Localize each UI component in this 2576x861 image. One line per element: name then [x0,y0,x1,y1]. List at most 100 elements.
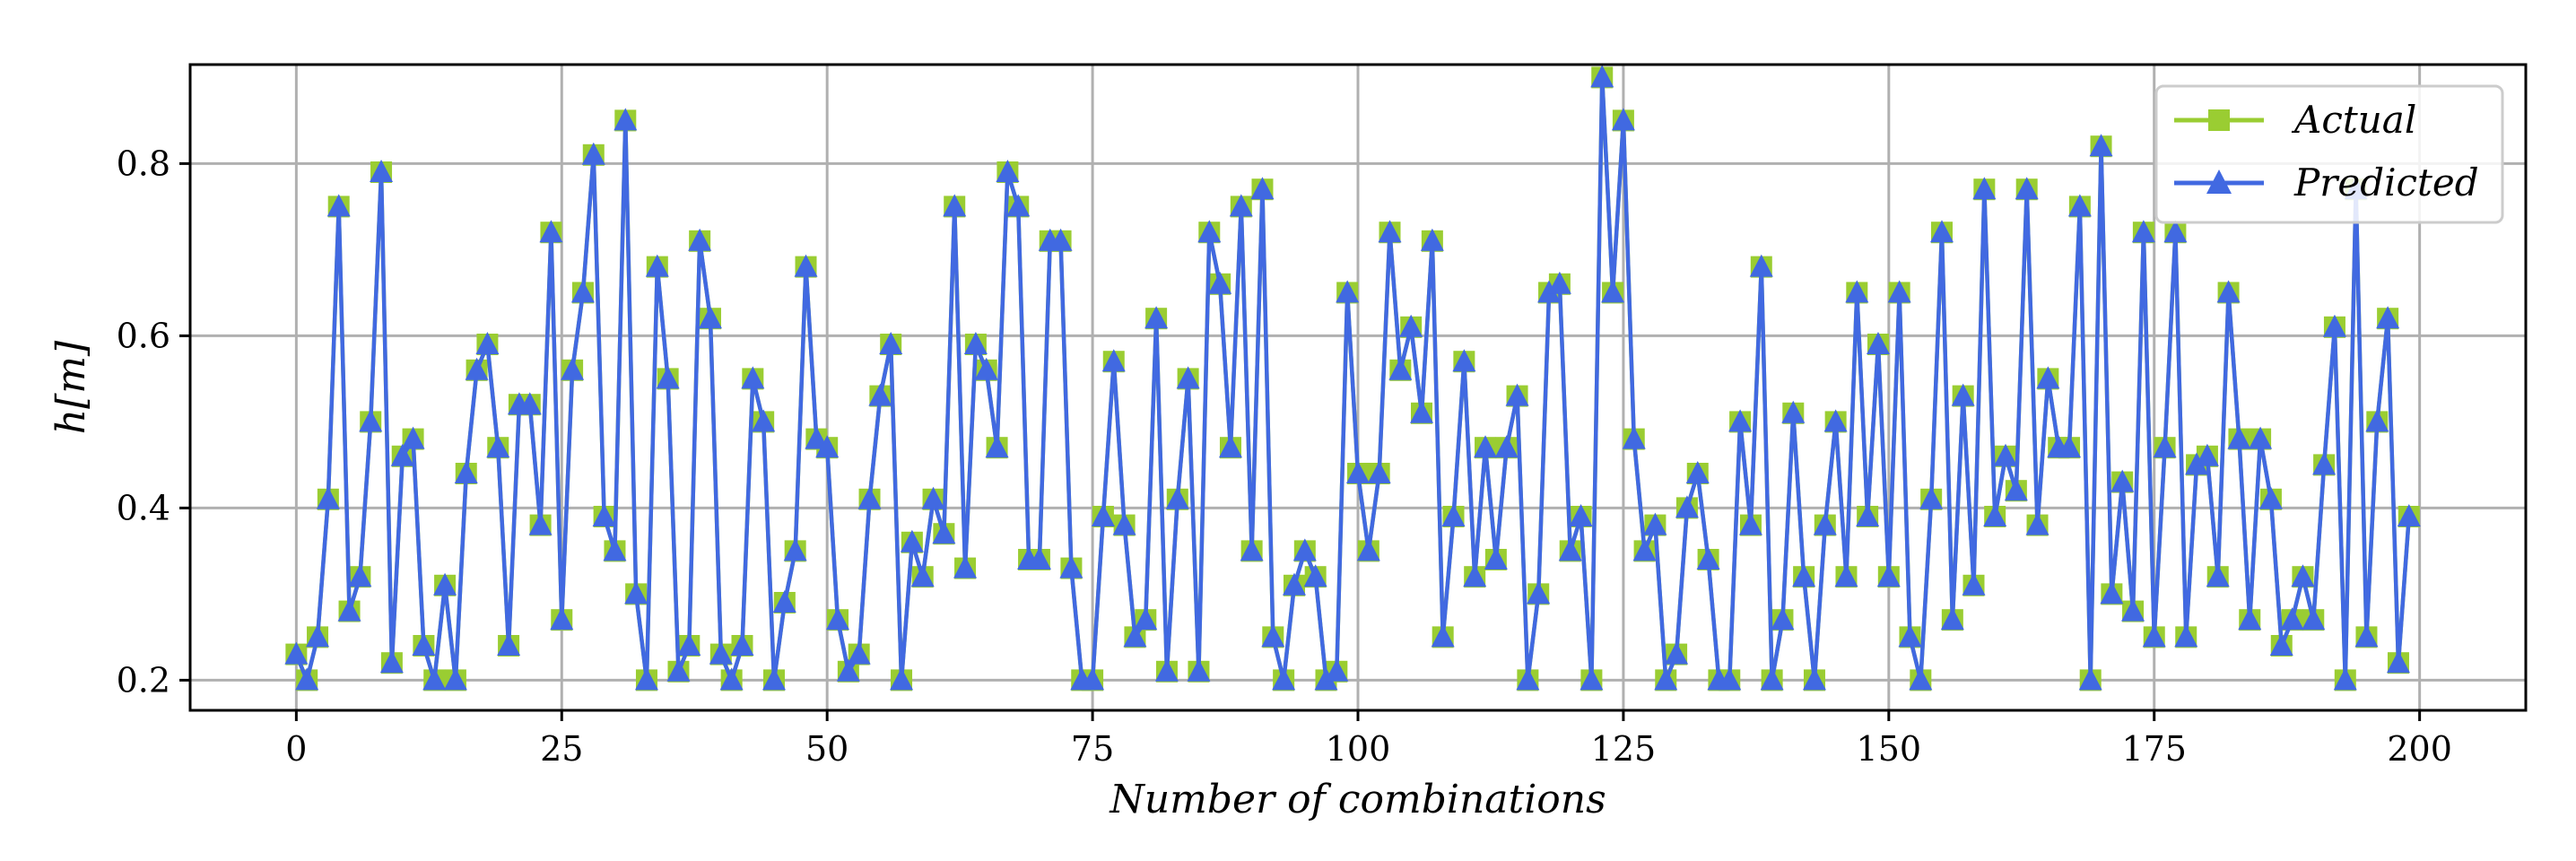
predicted-point [2078,667,2102,691]
predicted-point [2269,633,2293,656]
predicted-point [1399,314,1423,337]
predicted-point [1643,512,1667,535]
legend-predicted-label: Predicted [2293,161,2479,204]
predicted-point [762,667,786,691]
predicted-point [1134,607,1158,631]
predicted-point [2397,504,2421,526]
predicted-point [688,228,712,251]
predicted-point [2322,314,2346,337]
predicted-point [1367,461,1391,483]
predicted-point [1887,280,1911,303]
predicted-point [1218,435,1242,458]
predicted-point [1537,280,1562,303]
predicted-point [603,538,627,561]
predicted-point [316,486,340,509]
predicted-point [295,667,319,691]
predicted-point [634,667,658,691]
predicted-point [2365,409,2389,432]
predicted-point [985,435,1009,458]
predicted-point [1749,254,1773,277]
predicted-point [1420,228,1444,251]
predicted-point [1516,667,1540,691]
predicted-point [698,306,722,329]
predicted-point [412,633,436,656]
predicted-point [1601,280,1625,303]
predicted-point [2058,435,2082,458]
predicted-point [1760,667,1784,691]
predicted-point [2238,607,2262,631]
predicted-point [1431,624,1455,648]
predicted-point [1813,512,1837,535]
predicted-point [1866,332,1890,354]
predicted-point [741,366,765,389]
predicted-point [963,332,988,354]
predicted-point [1006,194,1031,217]
predicted-point [550,607,574,631]
predicted-point [730,633,754,656]
series-layer [284,65,2421,691]
predicted-point [1632,538,1657,561]
predicted-point [1728,409,1753,432]
predicted-point [1123,624,1147,648]
predicted-point [836,658,860,682]
predicted-point [486,435,510,458]
predicted-point [1558,538,1582,561]
predicted-point [1919,486,1944,509]
predicted-point [1994,443,2018,466]
predicted-point [561,357,585,380]
predicted-point [1580,667,1604,691]
predicted-point [422,667,447,691]
predicted-point [1303,564,1327,587]
predicted-point [1176,366,1200,389]
predicted-point [1441,504,1466,526]
predicted-point [1718,667,1742,691]
predicted-point [645,254,669,277]
predicted-point [900,529,924,552]
predicted-point [326,194,351,217]
predicted-point [1930,220,1954,243]
predicted-point [1261,624,1285,648]
predicted-point [1154,658,1179,682]
predicted-point [390,443,414,466]
predicted-point [1282,572,1306,596]
predicted-point [815,435,840,458]
predicted-point [996,160,1020,182]
predicted-point [1250,177,1275,200]
predicted-point [1112,512,1136,535]
predicted-point [454,461,478,483]
predicted-point [2089,134,2113,157]
predicted-point [2163,220,2188,243]
predicted-point [1091,504,1115,526]
predicted-point [847,641,871,665]
predicted-point [1101,349,1126,372]
predicted-point [2333,667,2357,691]
predicted-point [581,142,605,165]
predicted-point [1314,667,1338,691]
x-tick-label: 25 [540,729,583,769]
x-tick-label: 50 [805,729,849,769]
predicted-point [1336,280,1360,303]
predicted-point [2386,650,2410,674]
y-tick-label: 0.6 [117,316,170,355]
predicted-point [1898,624,1922,648]
predicted-point [805,426,829,449]
predicted-point [497,633,521,656]
x-tick-label: 100 [1326,729,1391,769]
predicted-point [1972,177,1997,200]
predicted-point [1240,538,1264,561]
predicted-point [1665,641,1689,665]
predicted-point [475,332,500,354]
predicted-point [1197,220,1222,243]
predicted-point [921,486,945,509]
predicted-point [337,598,361,622]
predicted-point [719,667,744,691]
predicted-point [1505,383,1529,406]
predicted-point [1622,426,1646,449]
predicted-point [2100,581,2124,604]
predicted-point [857,486,882,509]
predicted-point [614,108,638,131]
predicted-point [910,564,935,587]
legend-actual-marker [2208,109,2230,131]
predicted-point [1834,564,1858,587]
predicted-point [570,280,595,303]
